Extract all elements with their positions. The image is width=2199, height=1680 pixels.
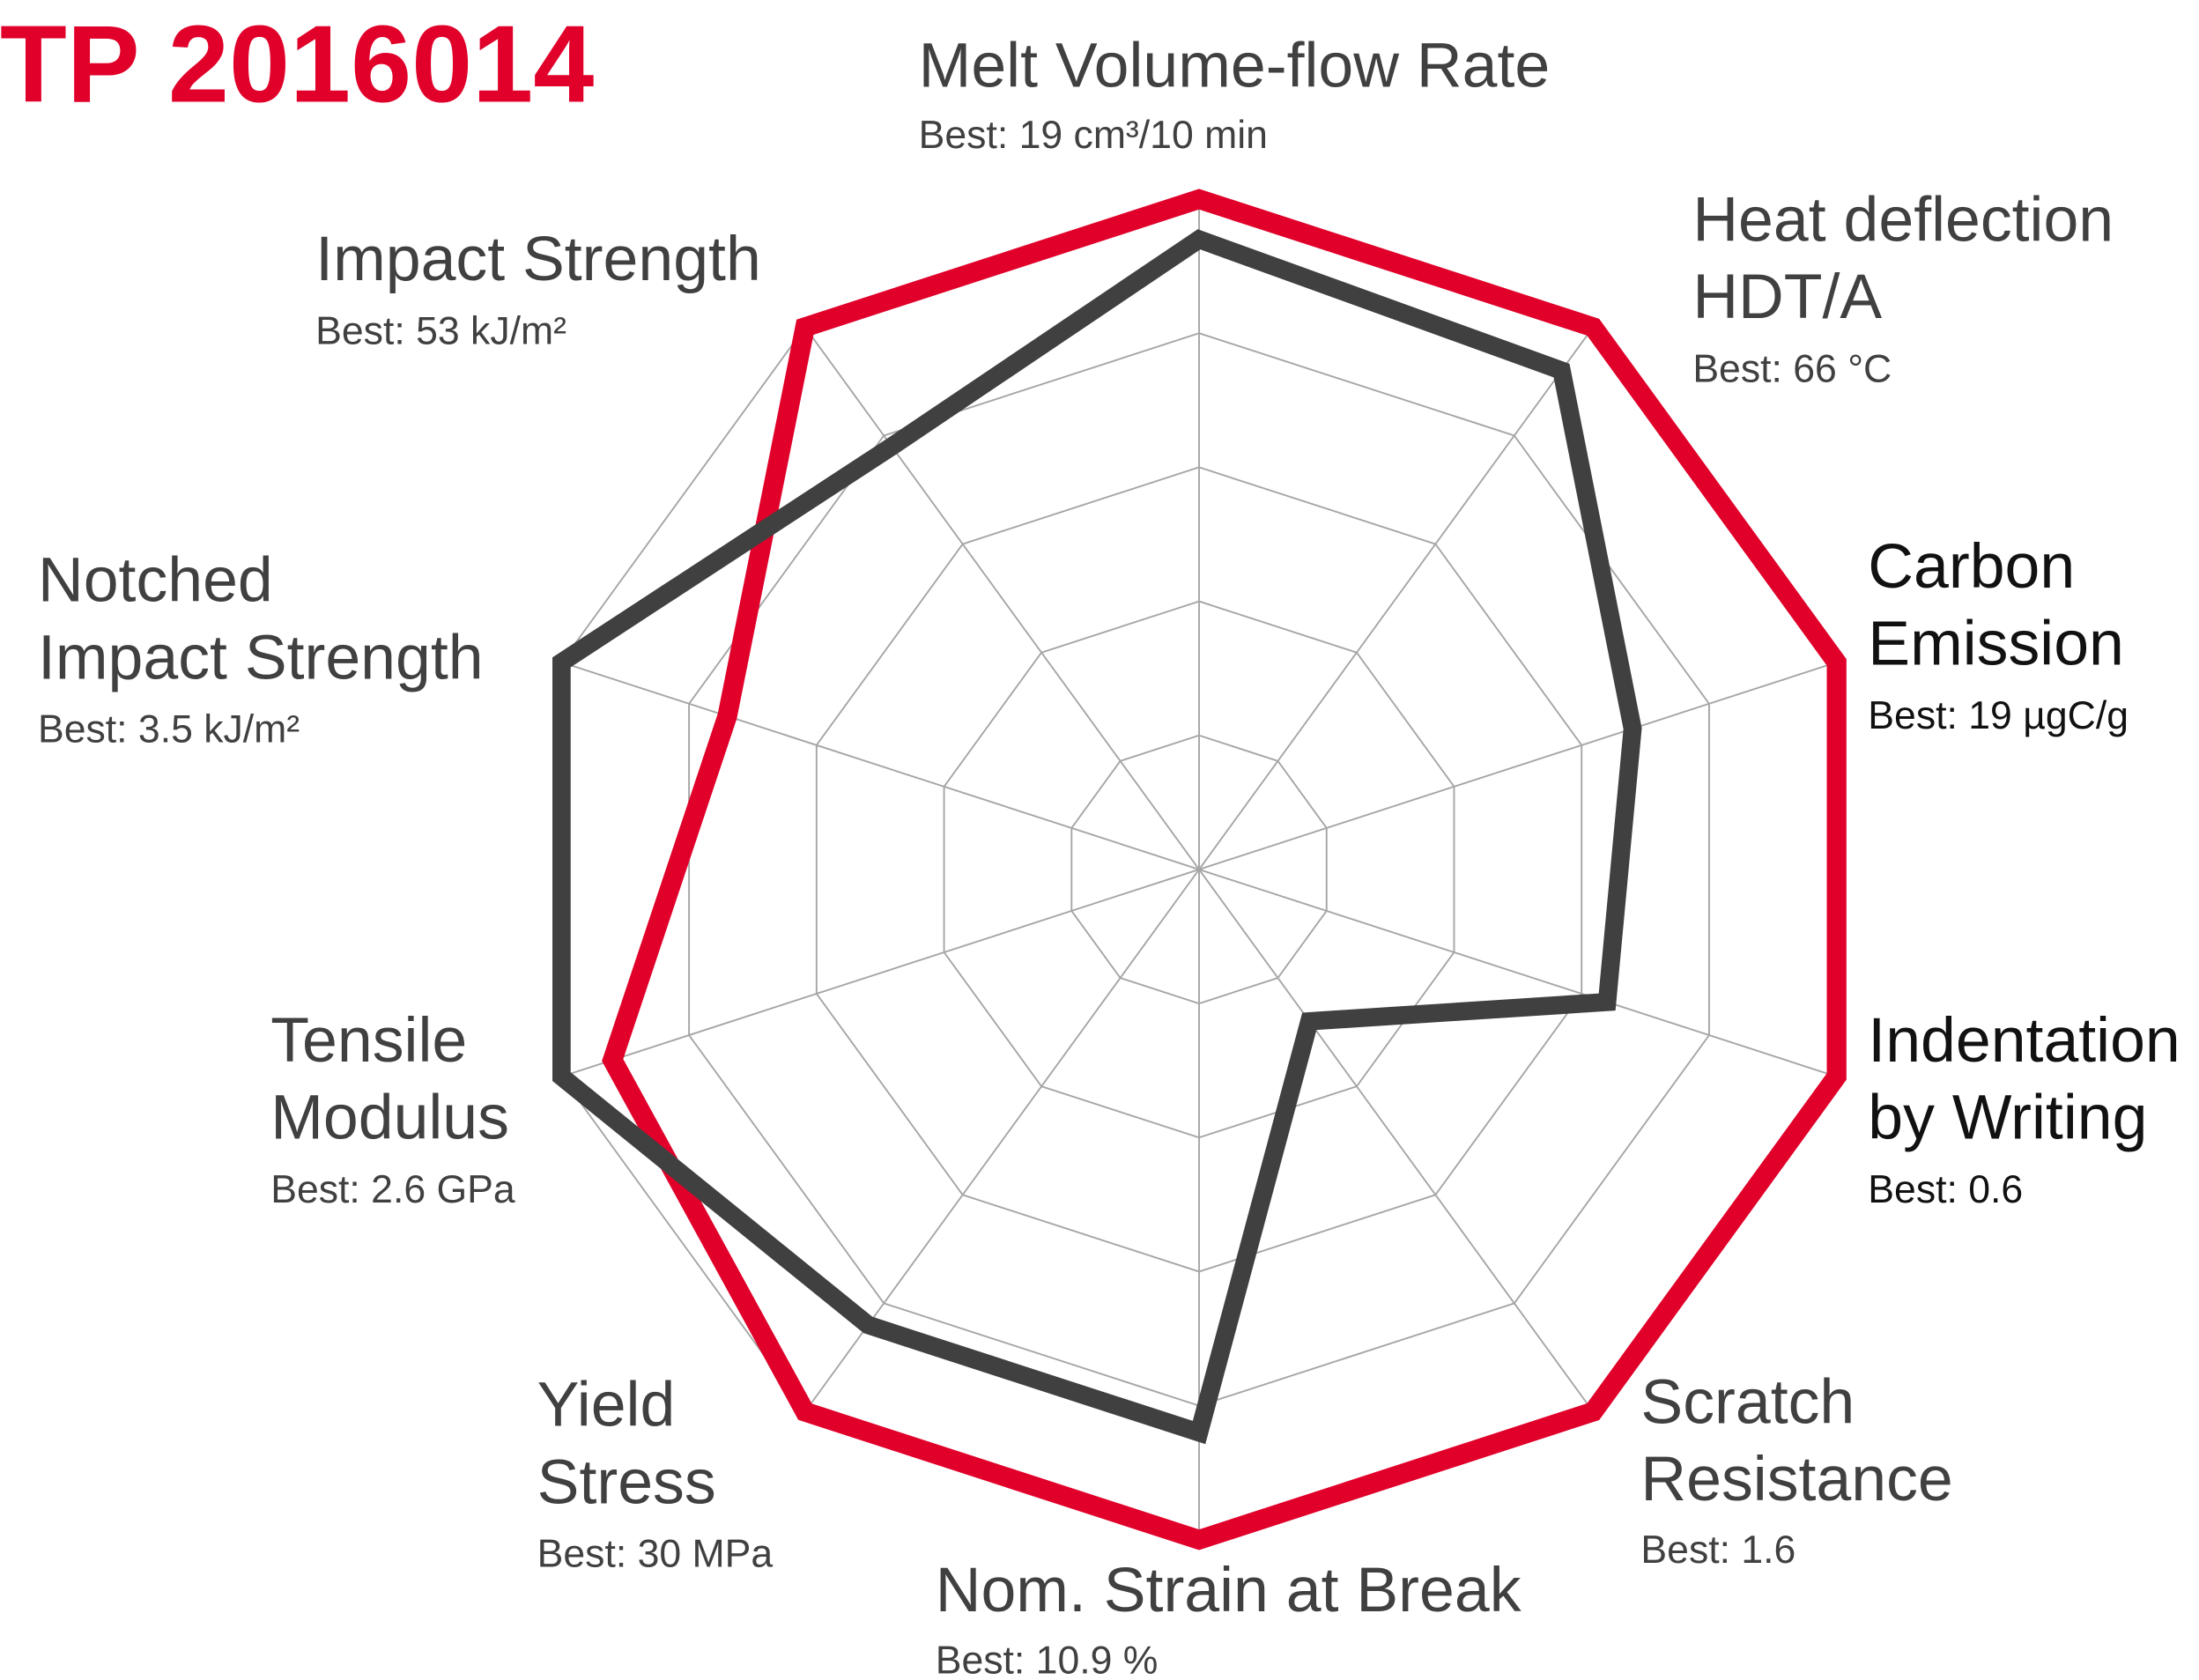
axis-label: Emission <box>1868 608 2124 678</box>
axis-label: Tensile <box>270 1005 467 1076</box>
axis-label: Impact Strength <box>38 622 484 692</box>
axis-label: Indentation <box>1868 1005 2180 1076</box>
best-label: Best: 0.6 <box>1868 1168 2023 1211</box>
axis-label: by Writing <box>1868 1082 2147 1152</box>
spoke <box>1198 869 1837 1077</box>
spoke <box>561 661 1200 870</box>
best-label: Best: 66 °C <box>1692 348 1892 391</box>
axis-label: HDT/A <box>1692 262 1882 332</box>
best-label: Best: 2.6 GPa <box>270 1168 515 1211</box>
best-label: Best: 1.6 <box>1640 1528 1795 1572</box>
spoke <box>1198 661 1837 870</box>
best-label: Best: 19 cm³/10 min <box>919 114 1268 157</box>
chart-title: TP 2016014 <box>0 4 594 126</box>
series-line <box>552 229 1642 1445</box>
axis-label: Nom. Strain at Break <box>936 1555 1522 1625</box>
axis-label: Heat deflection <box>1692 185 2114 255</box>
spoke <box>804 326 1200 870</box>
series-line <box>602 189 1847 1550</box>
spoke <box>1198 326 1595 870</box>
best-label: Best: 10.9 % <box>936 1639 1159 1680</box>
axis-label: Stress <box>537 1447 716 1517</box>
axis-label: Impact Strength <box>315 224 761 294</box>
best-label: Best: 19 µgC/g <box>1868 694 2129 737</box>
best-label: Best: 30 MPa <box>537 1533 774 1576</box>
axis-label: Melt Volume-flow Rate <box>919 31 1551 101</box>
axis-label: Resistance <box>1640 1444 1952 1514</box>
spoke <box>561 869 1200 1077</box>
spoke <box>1198 869 1595 1413</box>
axis-label: Modulus <box>270 1082 509 1152</box>
best-label: Best: 3.5 kJ/m² <box>38 708 300 751</box>
best-label: Best: 53 kJ/m² <box>315 310 566 353</box>
axis-label: Notched <box>38 545 273 616</box>
axis-label: Yield <box>537 1370 676 1440</box>
axis-label: Carbon <box>1868 531 2075 602</box>
axis-label: Scratch <box>1640 1367 1855 1438</box>
